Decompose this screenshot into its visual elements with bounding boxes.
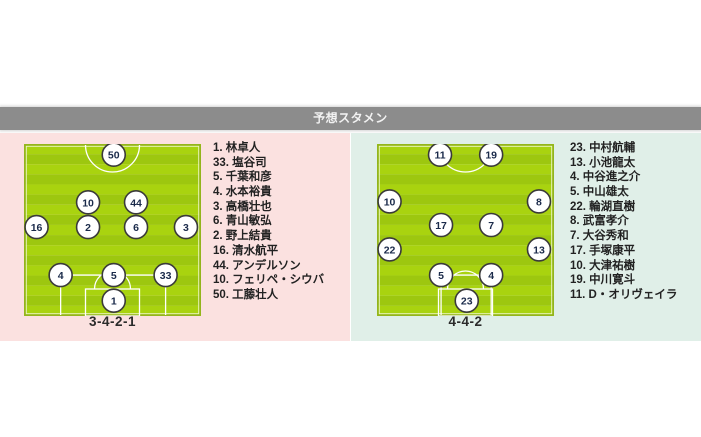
svg-text:3: 3 xyxy=(183,222,189,234)
svg-text:5: 5 xyxy=(111,270,117,282)
svg-text:4: 4 xyxy=(488,270,494,282)
svg-text:8: 8 xyxy=(536,196,542,208)
svg-text:50: 50 xyxy=(108,150,120,162)
svg-text:13: 13 xyxy=(533,244,545,256)
svg-text:11: 11 xyxy=(434,150,445,162)
svg-text:33: 33 xyxy=(160,270,172,282)
svg-text:23: 23 xyxy=(461,296,473,308)
svg-text:2: 2 xyxy=(85,222,91,234)
svg-text:16: 16 xyxy=(31,222,43,234)
svg-text:5: 5 xyxy=(438,270,444,282)
svg-text:44: 44 xyxy=(130,197,142,209)
svg-text:1: 1 xyxy=(111,296,117,308)
svg-text:4: 4 xyxy=(58,270,64,282)
svg-text:19: 19 xyxy=(485,150,497,162)
svg-text:17: 17 xyxy=(435,220,447,232)
svg-text:7: 7 xyxy=(488,220,494,232)
svg-text:10: 10 xyxy=(384,196,396,208)
svg-text:6: 6 xyxy=(133,222,139,234)
svg-text:22: 22 xyxy=(384,244,396,256)
svg-text:10: 10 xyxy=(82,197,94,209)
